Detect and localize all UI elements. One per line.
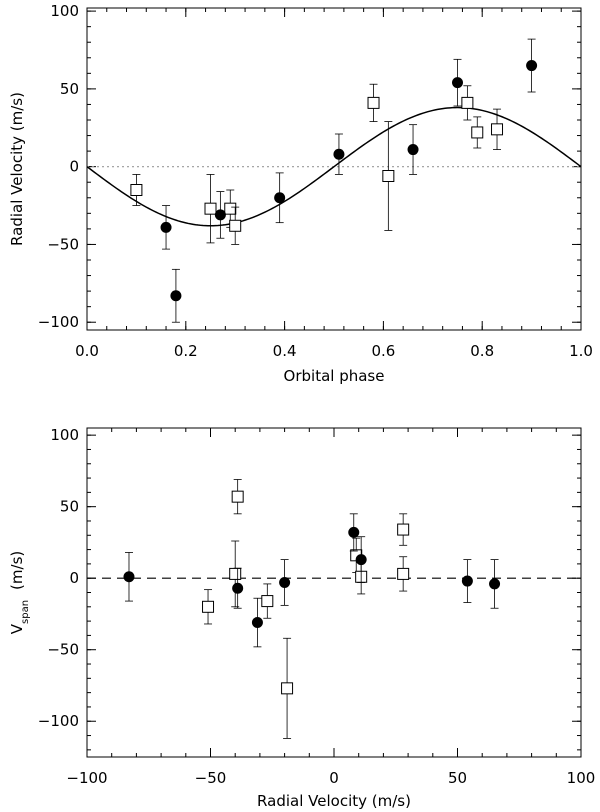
x-tick-label: 0.6 xyxy=(371,342,395,360)
y-tick-label: 0 xyxy=(69,158,79,176)
x-tick-label: 0.8 xyxy=(470,342,494,360)
x-tick-label: −50 xyxy=(195,769,227,787)
x-tick-label: 100 xyxy=(567,769,596,787)
filled-circle-point xyxy=(355,554,367,566)
filled-circle-point xyxy=(526,60,538,72)
y-axis-label-main: V xyxy=(8,623,26,634)
x-tick-label: 50 xyxy=(448,769,467,787)
filled-circle-point xyxy=(274,192,286,204)
filled-circle-point xyxy=(170,290,182,302)
x-tick-label: 0.2 xyxy=(174,342,198,360)
open-square-point xyxy=(471,126,484,139)
open-square-point xyxy=(382,170,395,182)
x-tick-label: 0.4 xyxy=(273,342,297,360)
plot-frame xyxy=(86,7,582,331)
filled-circle-point xyxy=(251,617,263,629)
filled-circle-point xyxy=(232,582,244,594)
open-square-point xyxy=(397,523,410,536)
open-square-point xyxy=(224,202,237,215)
x-axis-label: Orbital phase xyxy=(284,367,385,385)
open-square-point xyxy=(231,490,244,503)
y-tick-label: 100 xyxy=(50,426,79,444)
y-axis-label-unit: (m/s) xyxy=(8,551,26,590)
y-tick-label: 50 xyxy=(60,80,79,98)
filled-circle-point xyxy=(123,571,135,583)
filled-circle-point xyxy=(461,575,473,587)
open-square-point xyxy=(204,202,217,215)
y-axis-label: Vspan (m/s) xyxy=(8,551,31,634)
open-square-point xyxy=(229,567,242,580)
open-square-point xyxy=(491,123,504,136)
open-square-point xyxy=(367,96,380,109)
y-tick-label: 50 xyxy=(60,498,79,516)
open-square-point xyxy=(461,96,474,109)
y-axis-label: Radial Velocity (m/s) xyxy=(8,92,26,246)
filled-circle-point xyxy=(348,526,360,538)
x-tick-label: 0.0 xyxy=(75,342,99,360)
open-square-point xyxy=(397,567,410,580)
filled-circle-point xyxy=(333,148,345,160)
x-tick-label: 0 xyxy=(329,769,339,787)
rv-phase-panel: 0.0 0.2 0.4 0.6 0.8 1.0 −100 −50 0 50 100 Orbital p… xyxy=(8,2,593,385)
y-tick-label: −50 xyxy=(47,641,79,659)
vspan-panel: −100 −50 0 50 100 −100 −50 0 50 100 Radial Velocit… xyxy=(8,426,595,810)
filled-circle-point xyxy=(279,576,291,588)
filled-circle-point xyxy=(489,578,501,590)
y-tick-label: 100 xyxy=(50,2,79,20)
y-tick-label: −50 xyxy=(47,235,79,253)
open-square-point xyxy=(130,184,143,196)
x-tick-label: 1.0 xyxy=(569,342,593,360)
y-tick-label: −100 xyxy=(38,313,79,331)
x-axis-label: Radial Velocity (m/s) xyxy=(257,792,411,810)
filled-circle-point xyxy=(214,209,226,221)
filled-circle-point xyxy=(452,77,463,89)
open-square-point xyxy=(229,219,242,232)
open-square-point xyxy=(202,600,215,613)
open-square-point xyxy=(281,682,294,695)
plot-frame xyxy=(86,427,582,758)
x-tick-label: −100 xyxy=(66,769,107,787)
filled-circle-point xyxy=(407,144,419,156)
filled-circle-point xyxy=(160,221,172,233)
open-square-point xyxy=(261,595,274,608)
y-tick-label: −100 xyxy=(38,712,79,730)
y-tick-label: 0 xyxy=(69,569,79,587)
model-sine-curve xyxy=(86,106,582,227)
y-axis-label-sub: span xyxy=(20,600,31,624)
